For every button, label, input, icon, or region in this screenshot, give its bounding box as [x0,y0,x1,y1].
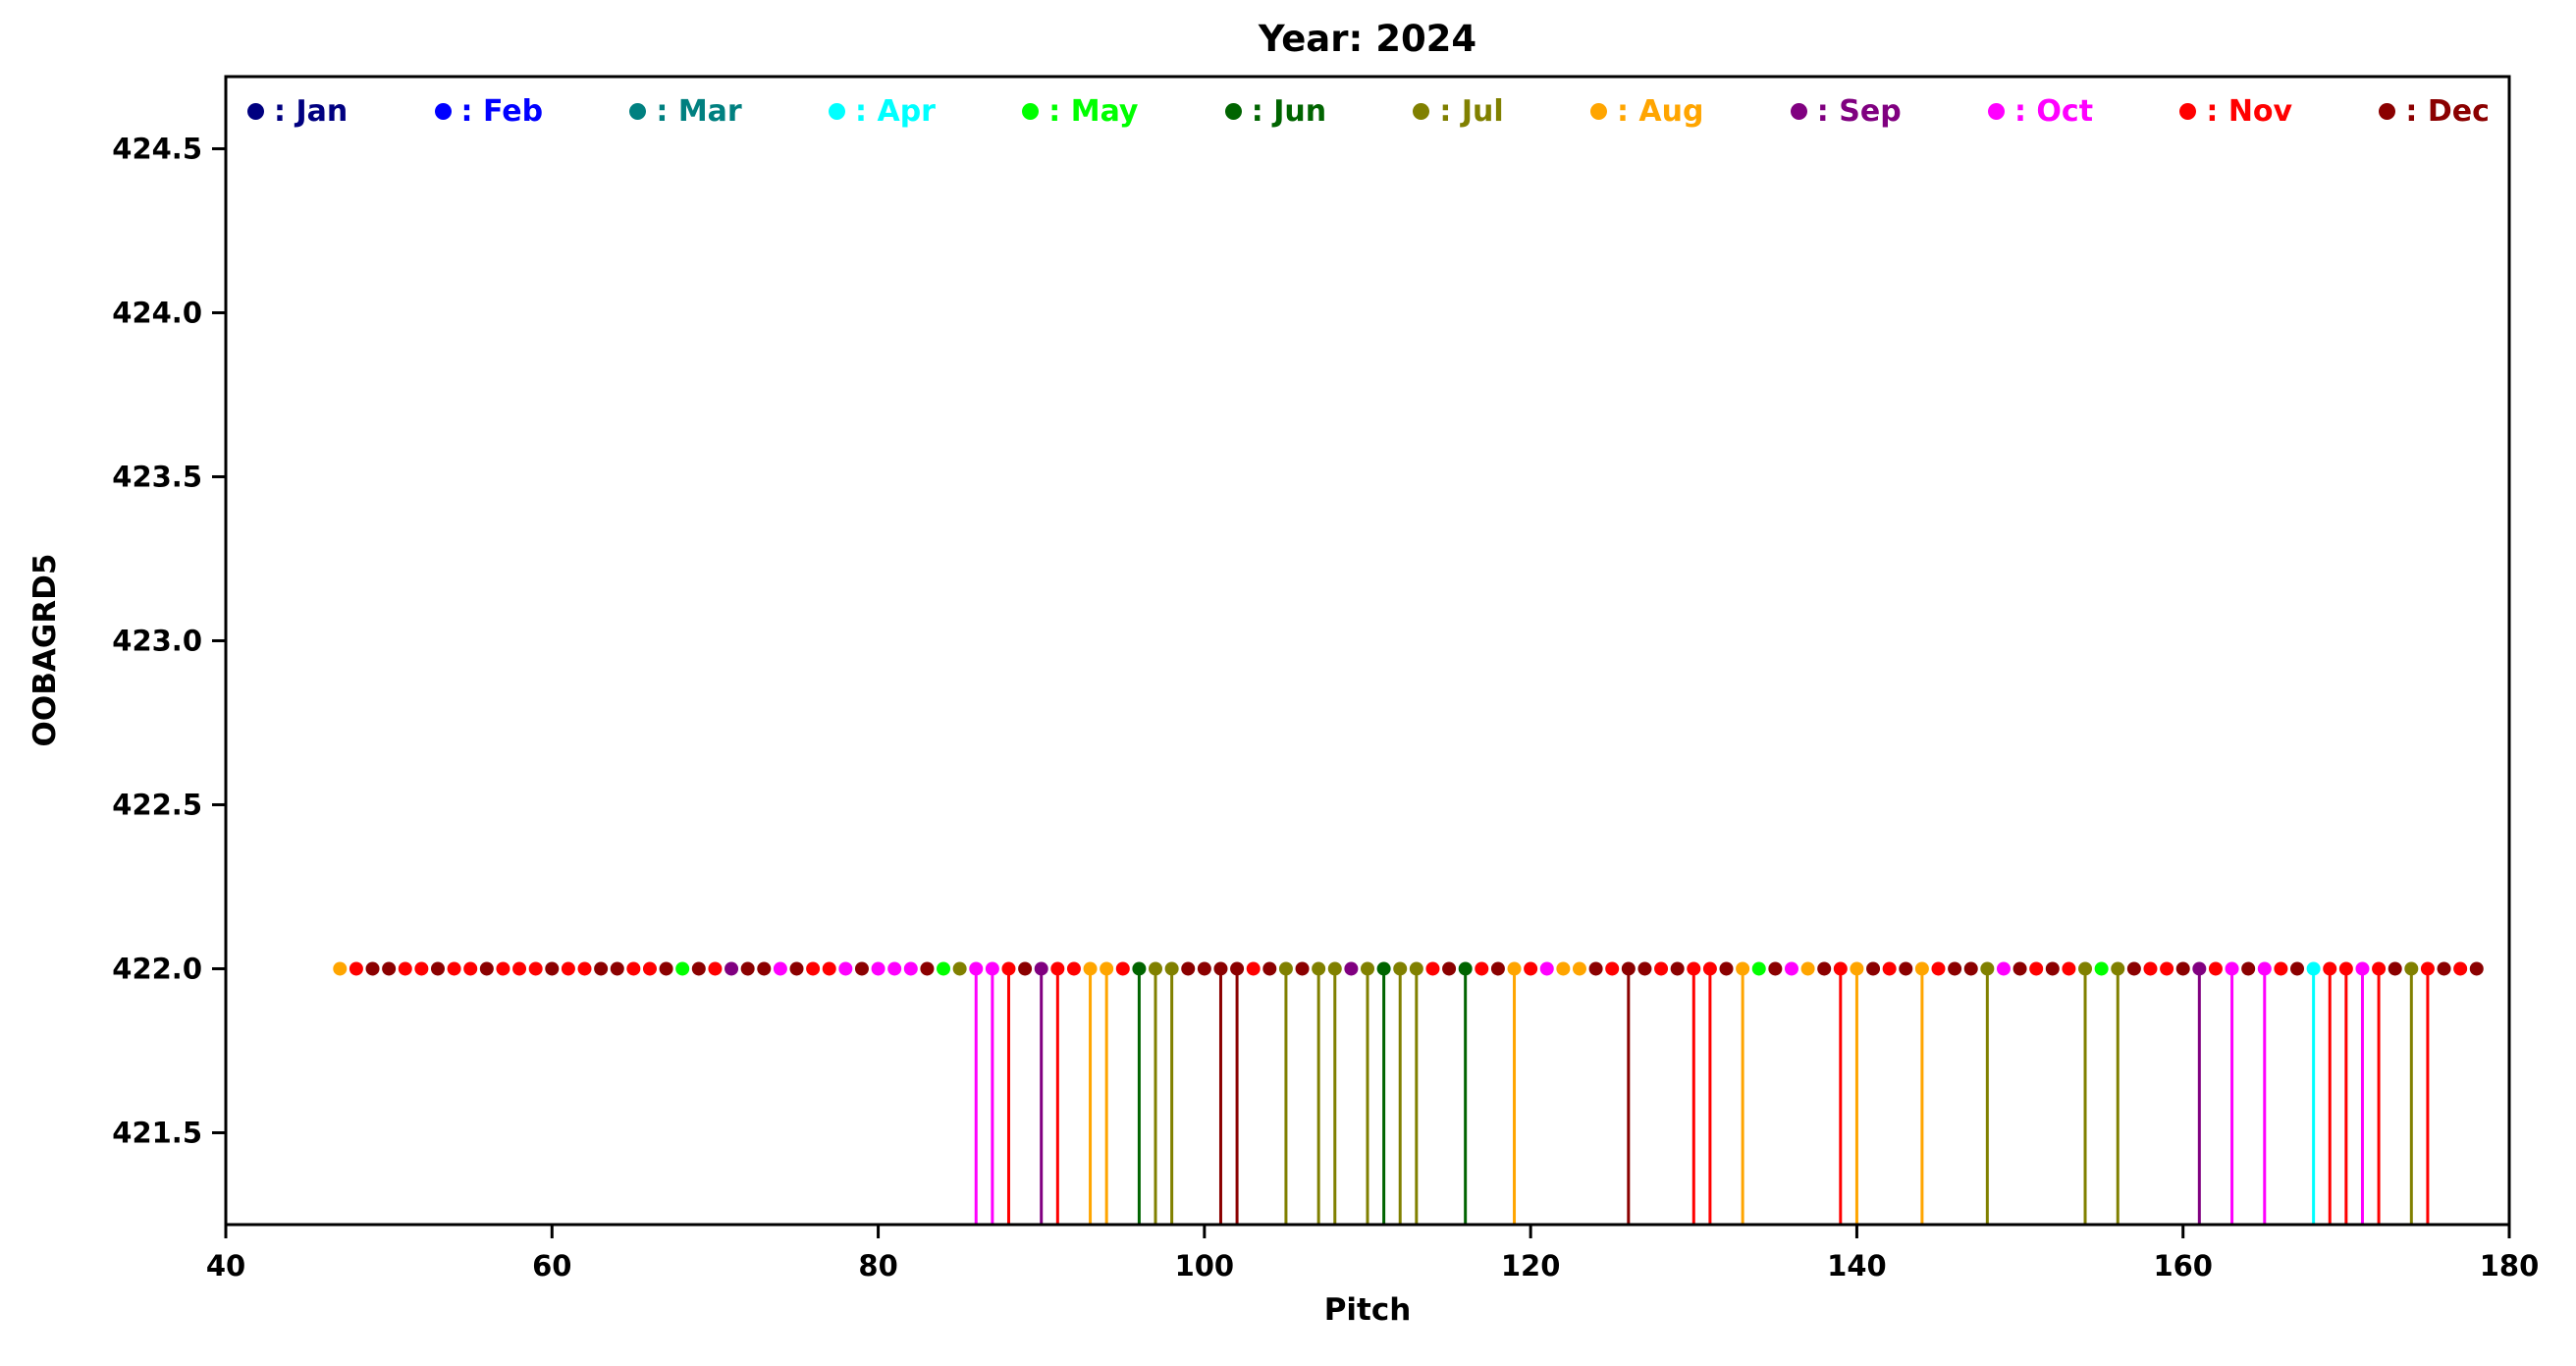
svg-text:40: 40 [206,1249,245,1283]
y-axis-label: OOBAGRD5 [27,553,63,747]
axes-layer [224,75,2511,1227]
svg-text:421.5: 421.5 [112,1116,202,1149]
svg-text:80: 80 [858,1249,897,1283]
svg-text:140: 140 [1827,1249,1887,1283]
svg-text:60: 60 [532,1249,571,1283]
svg-text:423.0: 423.0 [112,624,202,657]
x-axis-label: Pitch [1323,1292,1412,1328]
svg-text:423.5: 423.5 [112,460,202,493]
y-ticks: 421.5 422.0 422.5 423.0 423.5 424.0 424.5 [112,132,226,1149]
stems-layer [974,968,2430,1225]
svg-text:160: 160 [2153,1249,2213,1283]
points-layer [333,961,2484,976]
svg-text:100: 100 [1175,1249,1235,1283]
svg-text:120: 120 [1501,1249,1561,1283]
svg-text:424.0: 424.0 [112,296,202,329]
svg-text:422.0: 422.0 [112,952,202,985]
chart-title: Year: 2024 [1258,18,1477,60]
svg-text:424.5: 424.5 [112,132,202,165]
x-ticks: 40 60 80 100 120 140 160 180 [206,1225,2539,1283]
svg-text:422.5: 422.5 [112,788,202,821]
svg-text:180: 180 [2480,1249,2540,1283]
